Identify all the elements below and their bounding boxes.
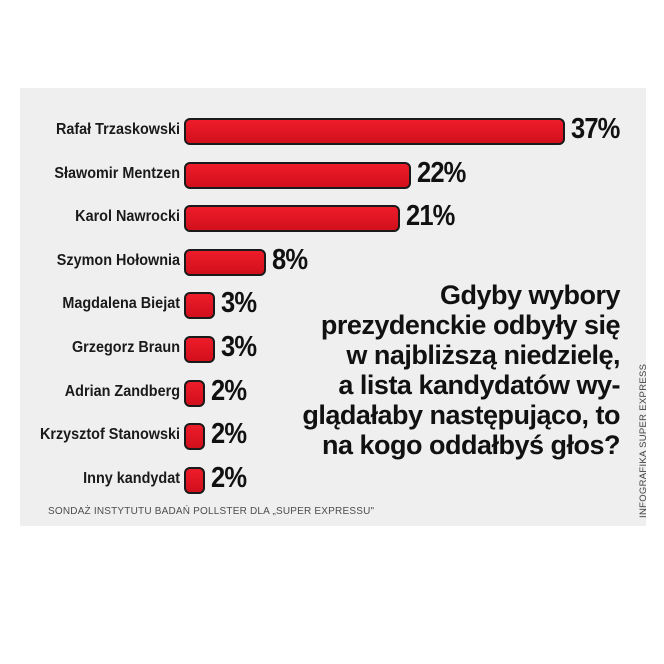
title-line: prezydenckie odbyły się [320, 310, 621, 340]
category-label: Sławomir Mentzen [54, 164, 180, 182]
value-label: 37% [571, 113, 620, 145]
value-label: 3% [220, 287, 257, 320]
bar [184, 248, 267, 276]
title-line: w najbliższą niedzielę, [346, 340, 620, 370]
title-line: glądałaby następująco, to [302, 400, 620, 430]
title-line: Gdyby wybory [439, 280, 621, 310]
value-label: 2% [210, 374, 247, 407]
chart-panel [20, 88, 646, 526]
category-label: Krzysztof Stanowski [39, 426, 181, 444]
chart-title: Gdyby wybory prezydenckie odbyły się w n… [260, 280, 620, 460]
value-label: 2% [210, 418, 247, 451]
category-label: Magdalena Biejat [62, 295, 180, 313]
bar [184, 466, 205, 494]
title-line: a lista kandydatów wy- [338, 370, 620, 400]
value-label: 8% [272, 243, 308, 276]
value-label: 21% [406, 200, 455, 233]
bar [184, 423, 205, 451]
category-label: Karol Nawrocki [75, 208, 180, 226]
source-note: SONDAŻ INSTYTUTU BADAŃ POLLSTER DLA „SUP… [48, 506, 375, 517]
category-label: Grzegorz Braun [71, 339, 180, 356]
value-label: 22% [416, 156, 466, 189]
bar [184, 379, 205, 407]
title-line: na kogo oddałbyś głos? [321, 430, 621, 460]
category-label: Rafał Trzaskowski [55, 121, 180, 138]
bar [184, 292, 215, 320]
value-label: 2% [210, 461, 247, 494]
value-label: 3% [220, 331, 257, 363]
bar [184, 336, 215, 363]
bar [184, 118, 566, 145]
category-label: Adrian Zandberg [64, 382, 180, 400]
bar [184, 205, 401, 233]
category-label: Szymon Hołownia [56, 251, 180, 269]
category-label: Inny kandydat [83, 469, 180, 487]
infographic-credit: INFOGRAFIKA SUPER EXPRESS [638, 363, 649, 518]
bar [184, 161, 411, 189]
